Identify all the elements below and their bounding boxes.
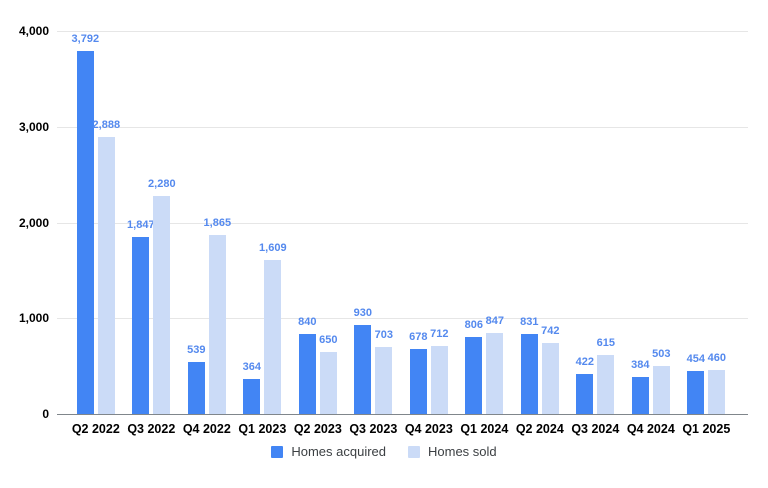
bar-value-label: 1,847 xyxy=(127,219,155,231)
bar-value-label: 539 xyxy=(187,344,206,356)
plot-area: 0 1,000 2,000 3,000 4,000 3,792 2,888 Q2 2022 1,… xyxy=(19,24,748,436)
bar-homes-acquired[interactable] xyxy=(76,51,94,414)
y-axis-tick-label: 0 xyxy=(42,407,49,421)
bar-value-label: 650 xyxy=(319,334,338,346)
y-axis-tick-label: 4,000 xyxy=(18,24,49,38)
bar-value-label: 806 xyxy=(464,319,483,331)
bar-value-label: 2,280 xyxy=(148,178,176,190)
grid-line xyxy=(57,127,748,128)
x-axis-tick-label: Q4 2024 xyxy=(626,422,675,436)
y-axis-tick-label: 1,000 xyxy=(18,311,49,325)
bar-value-label: 930 xyxy=(353,307,372,319)
bar-value-label: 1,865 xyxy=(203,217,232,229)
bar-homes-sold[interactable] xyxy=(264,260,282,414)
bar-homes-sold[interactable] xyxy=(153,196,171,414)
bar-value-label: 712 xyxy=(430,328,449,340)
x-axis-tick-label: Q3 2024 xyxy=(571,422,620,436)
bar-value-label: 384 xyxy=(631,359,650,371)
bar-value-label: 678 xyxy=(409,331,428,343)
legend-item-homes-sold[interactable]: Homes sold xyxy=(408,444,497,459)
bar-homes-acquired[interactable] xyxy=(354,325,372,414)
bar-value-label: 454 xyxy=(686,353,705,365)
bar-homes-acquired[interactable] xyxy=(187,362,205,414)
bar-homes-sold[interactable] xyxy=(652,366,670,414)
x-axis-tick-label: Q1 2023 xyxy=(238,422,287,436)
bar-homes-sold[interactable] xyxy=(708,370,726,414)
x-axis-tick-label: Q2 2022 xyxy=(71,422,120,436)
bar-homes-sold[interactable] xyxy=(486,333,504,414)
bar-value-label: 364 xyxy=(242,361,261,373)
x-axis-tick-label: Q1 2024 xyxy=(460,422,509,436)
bar-homes-sold[interactable] xyxy=(97,137,115,414)
x-axis-line xyxy=(57,414,748,415)
bar-value-label: 3,792 xyxy=(71,33,100,45)
bar-value-label: 742 xyxy=(541,325,560,337)
bar-homes-acquired[interactable] xyxy=(520,334,538,414)
x-axis-tick-label: Q4 2023 xyxy=(404,422,453,436)
bar-homes-sold[interactable] xyxy=(208,235,226,414)
bar-value-label: 1,609 xyxy=(259,242,287,254)
bar-homes-sold[interactable] xyxy=(430,346,448,414)
y-axis-tick-label: 3,000 xyxy=(18,120,49,134)
bar-homes-acquired[interactable] xyxy=(687,371,705,414)
bar-homes-acquired[interactable] xyxy=(465,337,483,414)
x-axis-tick-label: Q1 2025 xyxy=(682,422,731,436)
grid-line xyxy=(57,318,748,319)
y-axis-tick-label: 2,000 xyxy=(18,216,49,230)
bar-value-label: 460 xyxy=(707,352,726,364)
bar-homes-acquired[interactable] xyxy=(409,349,427,414)
legend-swatch-homes-acquired xyxy=(271,445,284,458)
legend-item-homes-acquired[interactable]: Homes acquired xyxy=(271,444,386,459)
bar-value-label: 703 xyxy=(374,329,393,341)
bar-value-label: 422 xyxy=(575,356,594,368)
bar-value-label: 615 xyxy=(596,337,615,349)
grid-line xyxy=(57,31,748,32)
bar-value-label: 840 xyxy=(298,316,317,328)
bar-value-label: 2,888 xyxy=(92,119,121,131)
x-axis-tick-label: Q3 2022 xyxy=(127,422,176,436)
legend-swatch-homes-sold xyxy=(408,445,420,458)
bar-value-label: 847 xyxy=(485,315,504,327)
bar-homes-sold[interactable] xyxy=(541,343,559,414)
bar-homes-acquired[interactable] xyxy=(243,379,261,414)
bar-homes-acquired[interactable] xyxy=(576,374,594,414)
bar-value-label: 503 xyxy=(652,348,671,360)
bar-homes-acquired[interactable] xyxy=(132,237,150,414)
x-axis-tick-label: Q4 2022 xyxy=(182,422,231,436)
bar-homes-sold[interactable] xyxy=(597,355,615,414)
grid-line xyxy=(57,223,748,224)
x-axis-tick-label: Q2 2023 xyxy=(293,422,342,436)
bar-homes-sold[interactable] xyxy=(375,347,393,414)
x-axis-tick-label: Q3 2023 xyxy=(349,422,398,436)
bar-homes-acquired[interactable] xyxy=(631,377,649,414)
bar-homes-acquired[interactable] xyxy=(298,334,316,414)
bar-value-label: 831 xyxy=(520,316,539,328)
bar-homes-sold[interactable] xyxy=(319,352,337,414)
legend-label: Homes acquired xyxy=(291,444,386,459)
x-axis-tick-label: Q2 2024 xyxy=(515,422,564,436)
legend: Homes acquired Homes sold xyxy=(0,444,768,459)
legend-label: Homes sold xyxy=(428,444,497,459)
